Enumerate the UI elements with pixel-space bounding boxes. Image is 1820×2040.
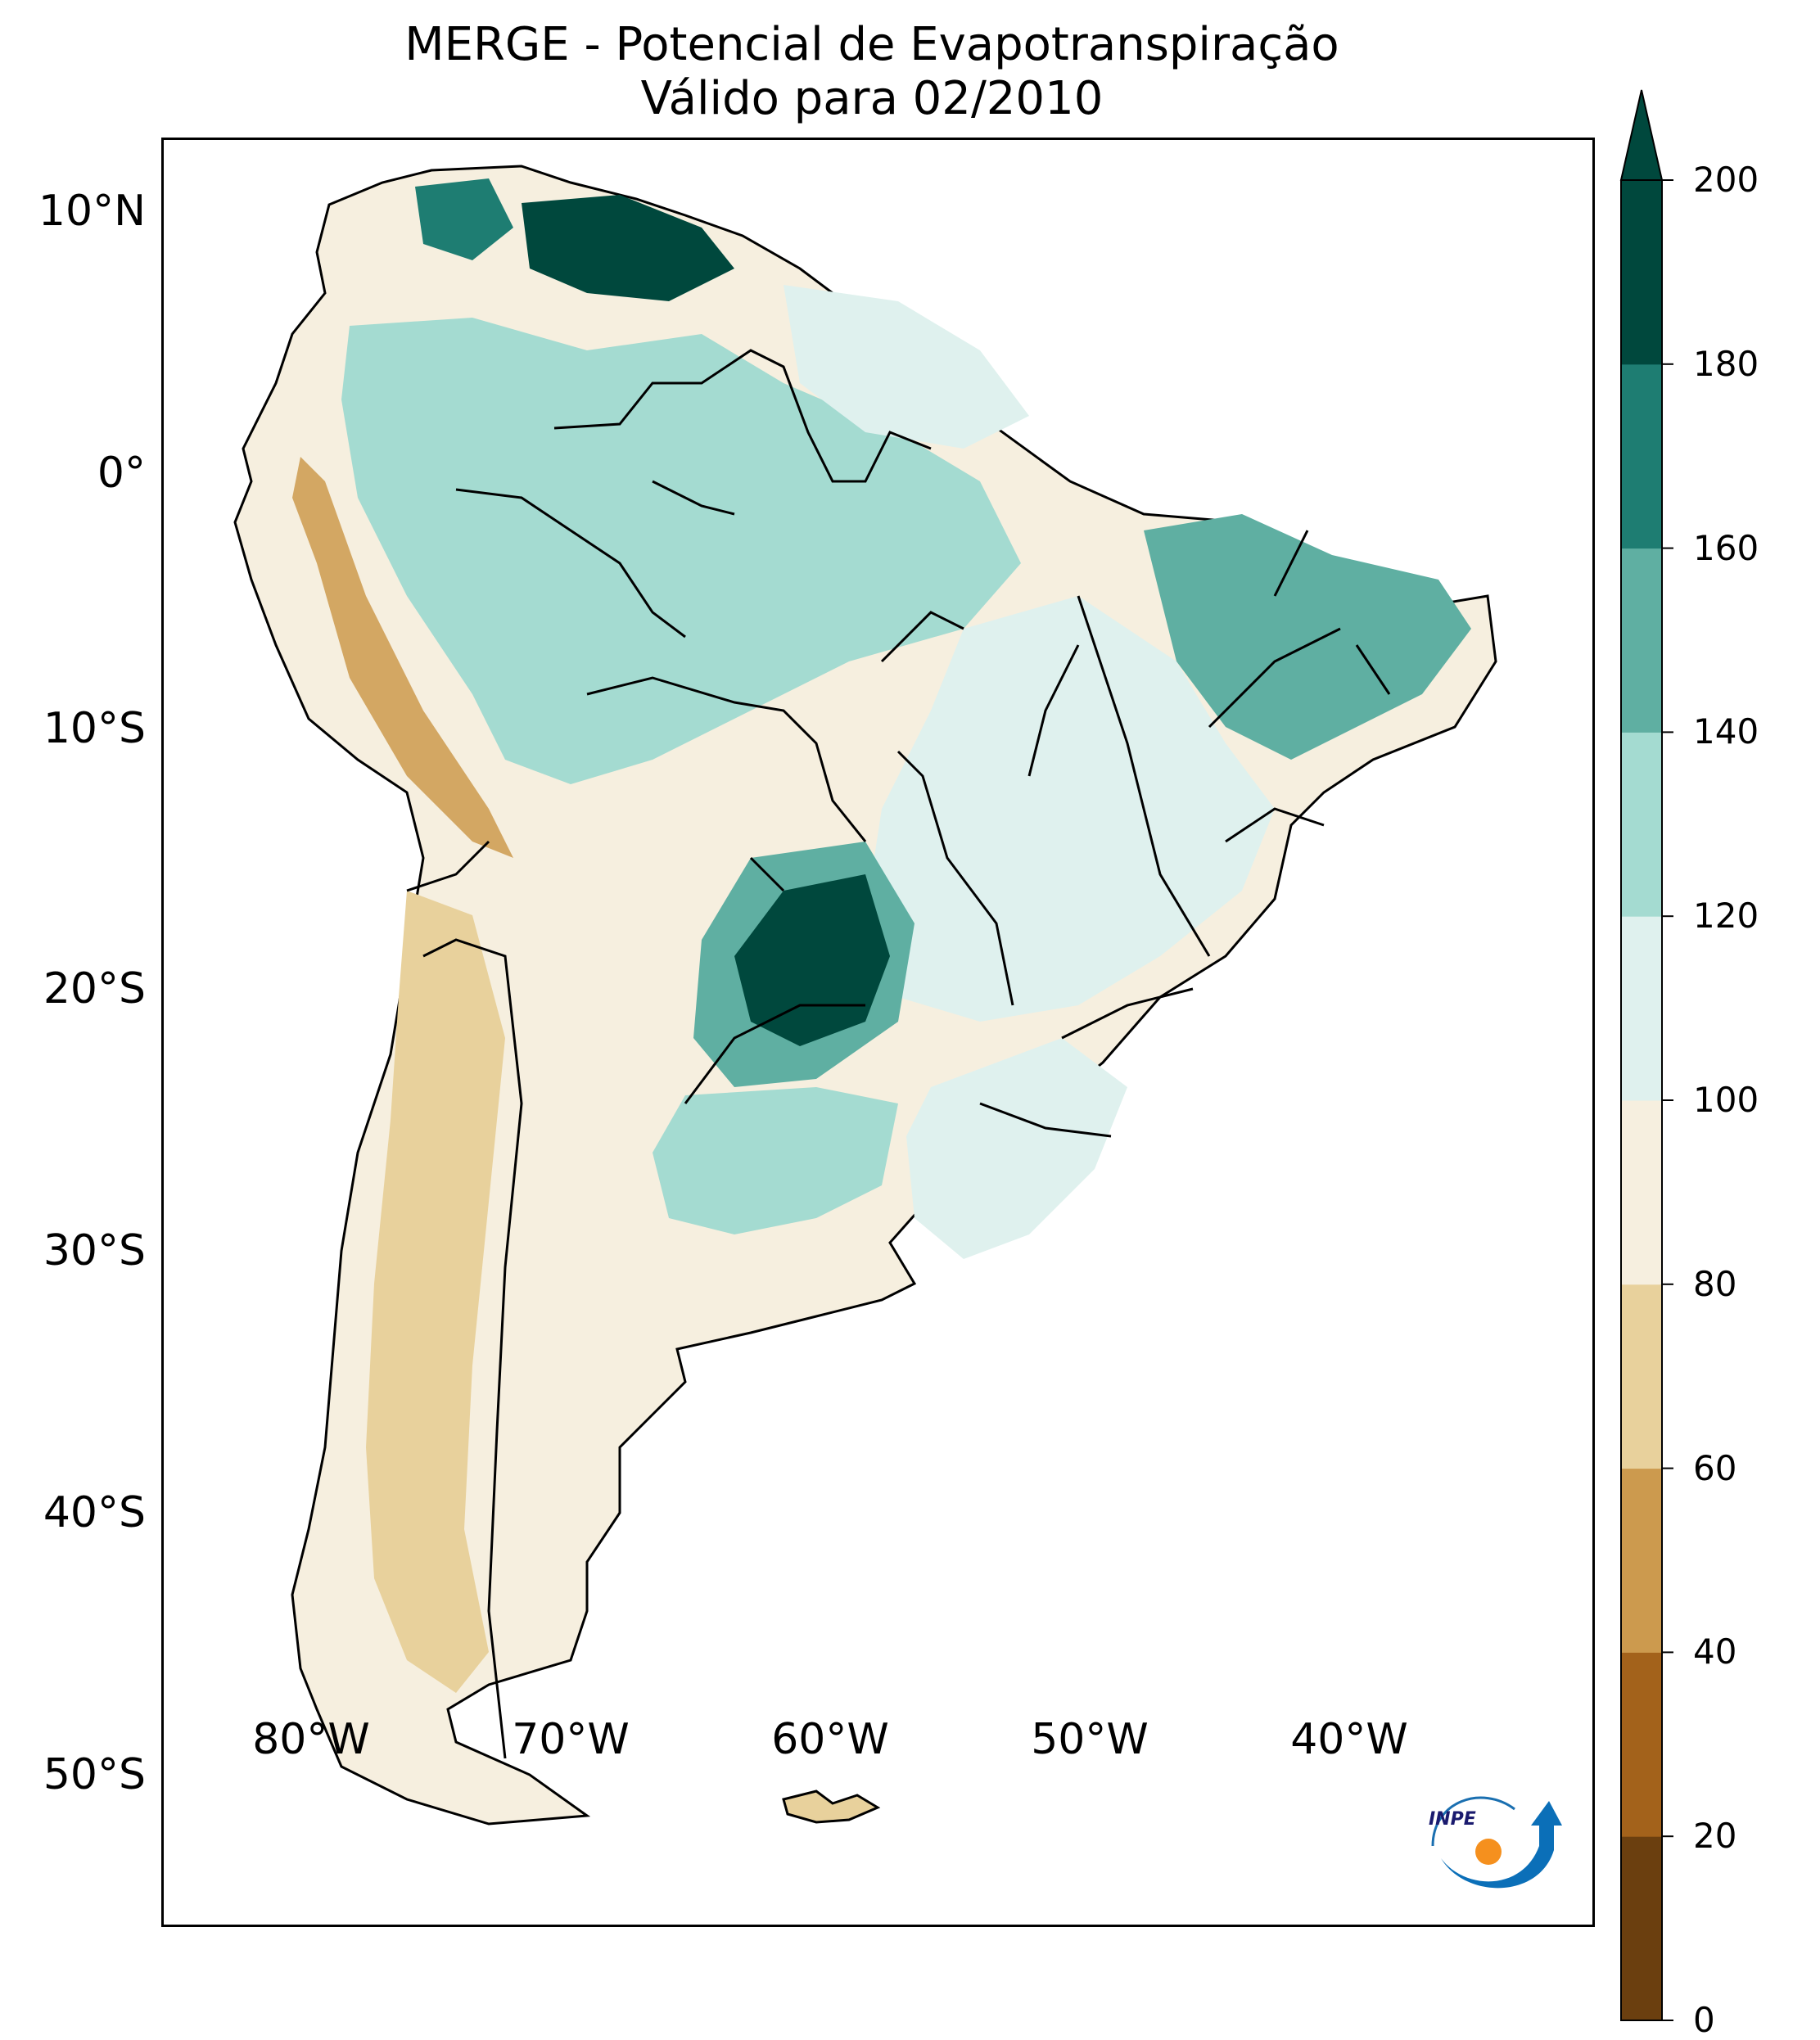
lat-label-40s: 40°S [43,1488,146,1537]
colorbar-segment [1621,1468,1662,1653]
lon-label-70w: 70°W [512,1715,630,1764]
lat-label-10s: 10°S [43,704,146,753]
region-guiana [784,285,1029,449]
lon-label-60w: 60°W [771,1715,889,1764]
colorbar-segment [1621,363,1662,549]
colorbar-segment [1621,1100,1662,1285]
inpe-logo [1431,1796,1562,1889]
map-axes-frame [161,138,1595,1927]
colorbar-segment [1621,1652,1662,1837]
colorbar-tick-label: 80 [1693,1263,1737,1304]
colorbar-segment [1621,180,1662,365]
lon-label-50w: 50°W [1031,1715,1149,1764]
colorbar-tick-label: 20 [1693,1816,1737,1857]
region-south-brazil [906,1038,1127,1259]
colorbar-segment [1621,1284,1662,1469]
region-venezuela-high [522,195,734,301]
colorbar-segment [1621,916,1662,1101]
map-subtitle: Válido para 02/2010 [640,72,1104,125]
inpe-logo-text: INPE [1429,1809,1476,1830]
falkland-islands [782,1790,881,1824]
colorbar-tick-label: 100 [1693,1080,1759,1120]
region-pampas [653,1087,898,1234]
country-borders [406,349,1391,1759]
region-central-brazil [865,596,1275,1022]
lat-label-10n: 10°N [38,187,146,236]
map-panel [161,138,1595,1927]
lat-label-30s: 30°S [43,1226,146,1275]
colorbar-tick-label: 120 [1693,896,1759,937]
lon-label-40w: 40°W [1290,1715,1408,1764]
colorbar-tick-label: 180 [1693,343,1759,384]
region-amazon [341,318,1021,784]
colorbar-tick-label: 0 [1693,2000,1715,2040]
map-title: MERGE - Potencial de Evapotranspiração [404,18,1339,71]
region-paraguay-high [734,874,890,1046]
lat-label-0: 0° [97,449,146,498]
colorbar-segment [1621,1836,1662,2021]
lat-label-50s: 50°S [43,1750,146,1799]
colorbar-tick-label: 60 [1693,1447,1737,1488]
colorbar-segment [1621,548,1662,733]
region-chile-patagonia [366,891,505,1693]
region-andes-low [292,457,513,858]
region-brazil-northeast [1144,514,1471,760]
lon-label-80w: 80°W [252,1715,370,1764]
colorbar-tick-label: 160 [1693,527,1759,568]
colorbar [1619,89,1673,2021]
lat-label-20s: 20°S [43,964,146,1013]
colorbar-segment [1621,732,1662,917]
colorbar-extend-arrow [1619,89,1664,181]
region-colombia-coast [415,178,513,260]
colorbar-tick-label: 200 [1693,160,1759,200]
colorbar-tick-label: 140 [1693,711,1759,752]
colorbar-tick-label: 40 [1693,1632,1737,1672]
